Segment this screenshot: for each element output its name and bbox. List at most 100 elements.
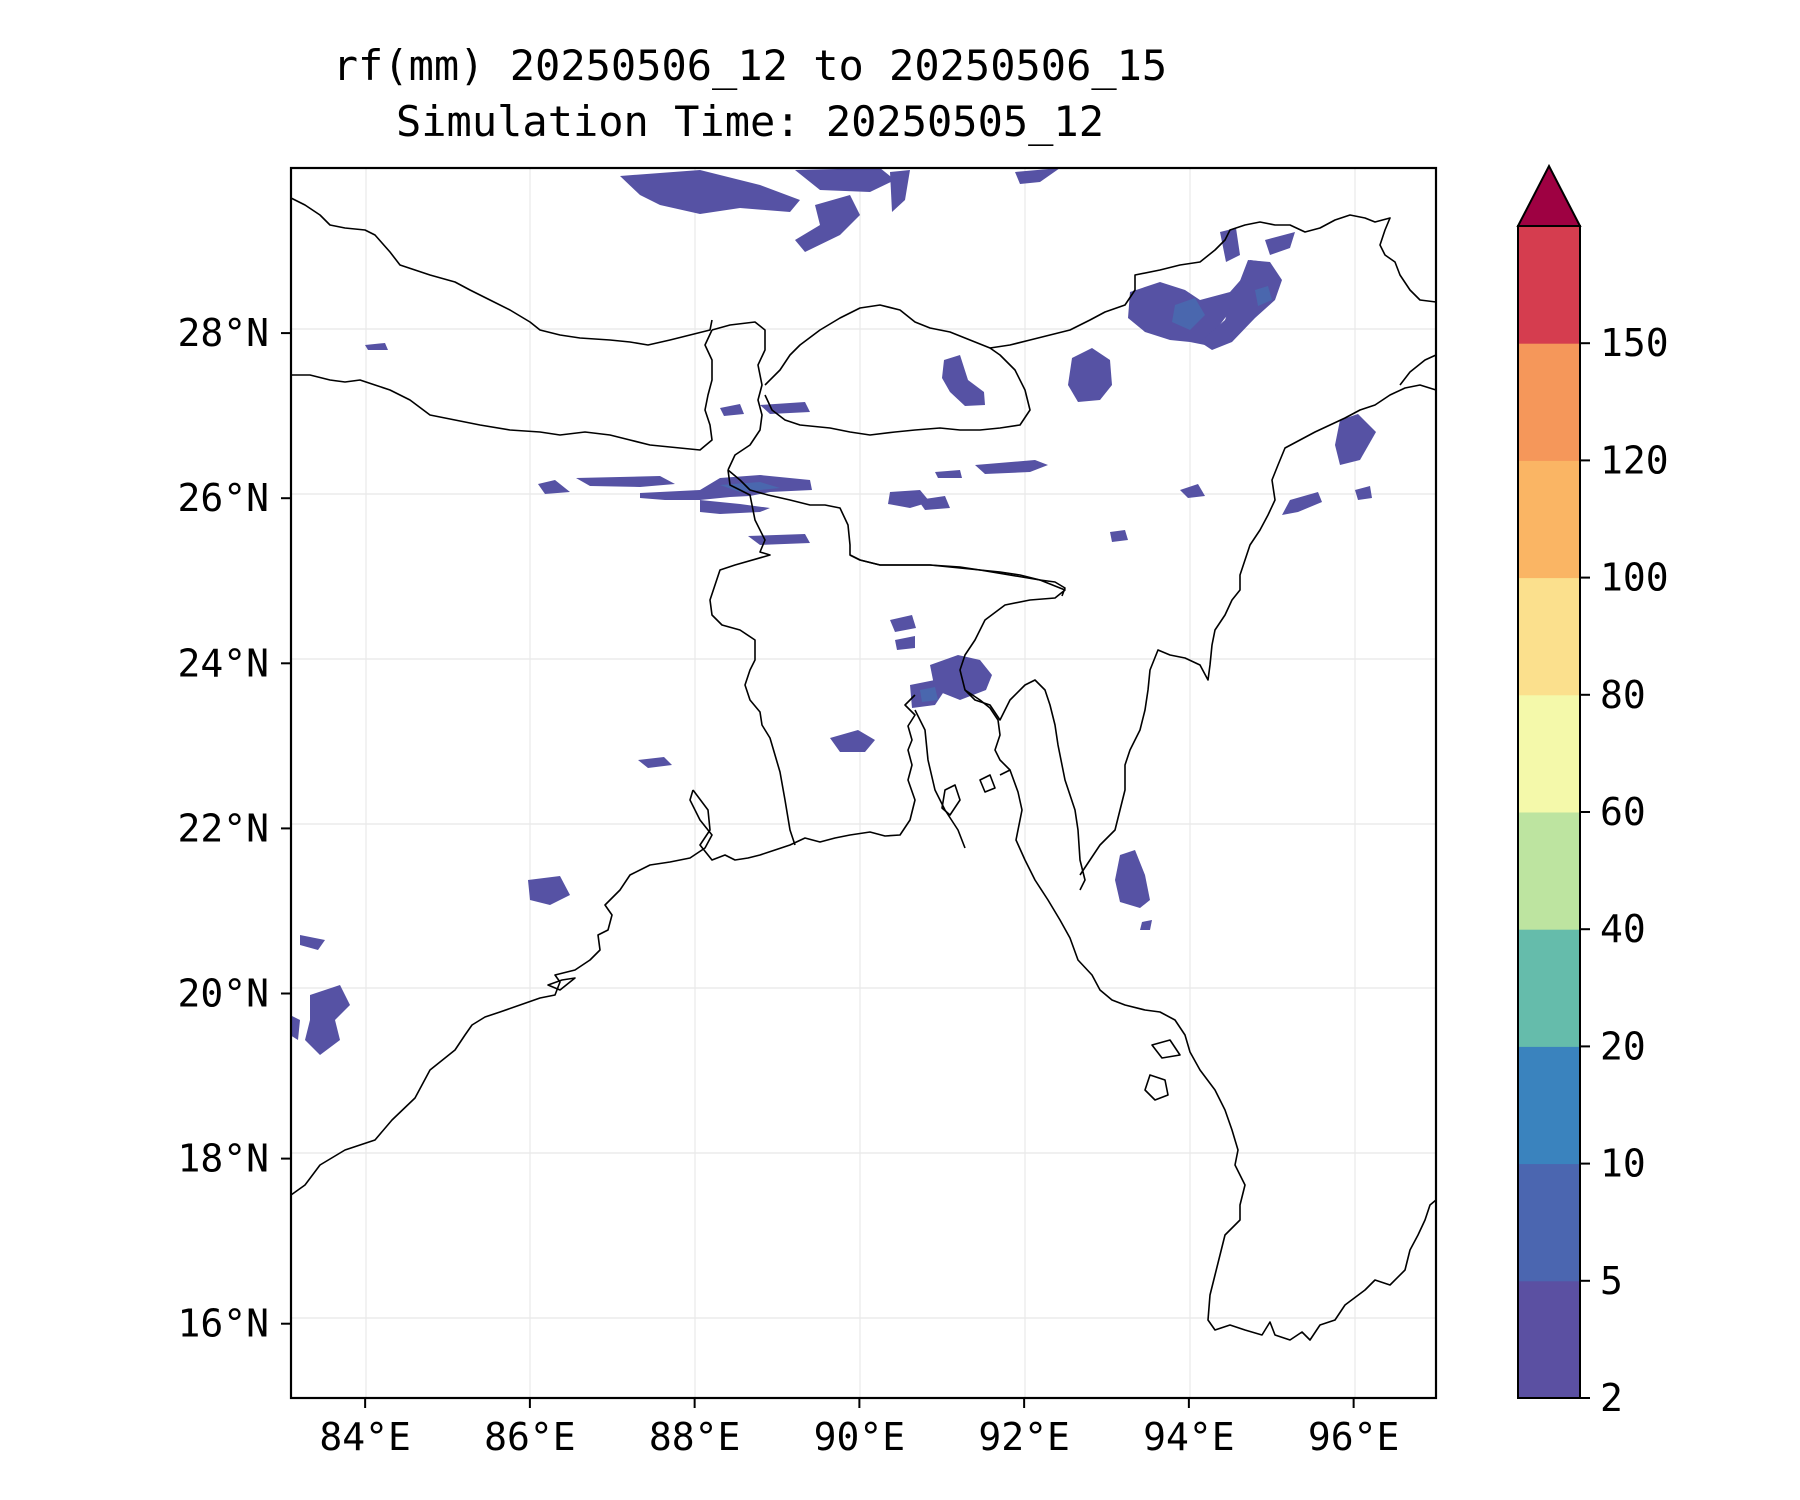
rain-patch-arunachal-5 (1265, 232, 1295, 255)
lon-tick-label: 96°E (1308, 1415, 1400, 1459)
rain-patch-nepal (365, 343, 388, 350)
rain-patch-west-bengal-south (638, 757, 672, 768)
rain-patch-meghalaya-2 (1180, 484, 1205, 498)
lat-tick-label: 22°N (177, 806, 269, 850)
border-bangladesh-east (964, 679, 1086, 891)
rain-patch-myanmar (1115, 850, 1150, 908)
rain-patch-tibet-north-4 (890, 170, 910, 212)
coastline-sundarbans (692, 694, 916, 861)
gridlines (291, 168, 1436, 1398)
rain-patch-tibet-north-3 (795, 195, 860, 252)
rain-patch-nagaland (1355, 486, 1372, 500)
colorbar-tick-label: 120 (1600, 438, 1669, 482)
rain-patch-bangladesh-north-2 (895, 636, 915, 650)
colorbar-segment (1518, 1163, 1580, 1282)
colorbar-tick-label: 20 (1600, 1024, 1646, 1068)
colorbar-tick-label: 2 (1600, 1376, 1623, 1420)
latitude-axis: 16°N 18°N 20°N 22°N 24°N 26°N 28°N (177, 311, 291, 1346)
rainfall-patches-heavier (720, 286, 1272, 702)
rain-patch-assam-mid (975, 460, 1048, 474)
rain-patch-arunachal-3 (1068, 348, 1112, 402)
colorbar-segment (1518, 694, 1580, 813)
chart-title: rf(mm) 20250506_12 to 20250506_15 Simula… (250, 38, 1250, 150)
colorbar-segment (1518, 343, 1580, 461)
colorbar: 2 5 10 20 40 60 80 100 120 150 (1516, 163, 1669, 1420)
border-bangladesh-north (849, 554, 1066, 771)
border-india-nepal (290, 197, 713, 346)
lat-tick-label: 24°N (177, 641, 269, 685)
map-frame (289, 166, 1438, 1400)
colorbar-tick-label: 40 (1600, 907, 1646, 951)
lon-tick-label: 86°E (484, 1415, 576, 1459)
rain-patch-bay-1 (528, 876, 570, 905)
coastline-bangladesh-delta (914, 709, 966, 849)
colorbar-tick-label: 60 (1600, 790, 1646, 834)
title-line-1: rf(mm) 20250506_12 to 20250506_15 (332, 41, 1168, 90)
border-india-myanmar (1079, 384, 1437, 876)
lat-tick-label: 16°N (177, 1302, 269, 1346)
lat-tick-label: 18°N (177, 1137, 269, 1181)
rain-patch-assam-mid-2 (935, 470, 962, 478)
rain-patch-sikkim-core (720, 482, 780, 492)
border-china-india-ne (989, 214, 1437, 349)
colorbar-tick-label: 150 (1600, 321, 1669, 365)
rainfall-patches (290, 168, 1376, 1055)
border-bhutan (764, 304, 1031, 436)
rain-patch-bihar (576, 476, 675, 487)
colorbar-segment (1518, 812, 1580, 930)
lat-tick-label: 20°N (177, 972, 269, 1016)
rain-patch-assam-west (888, 490, 930, 508)
colorbar-segment (1518, 1280, 1580, 1399)
lon-tick-label: 92°E (978, 1415, 1070, 1459)
rain-patch-arunachal-core-2 (1255, 286, 1272, 306)
colorbar-segment (1518, 226, 1580, 344)
rain-patch-sikkim-west (640, 475, 812, 500)
rain-patch-east-assam-2 (1282, 492, 1322, 515)
border-india-china-east (1399, 354, 1437, 386)
border-sikkim (711, 321, 766, 471)
rain-patch-odisha-3 (290, 1015, 300, 1040)
rain-patch-north-bengal (700, 500, 770, 514)
rain-patch-bangladesh-south (830, 730, 875, 752)
colorbar-tick-label: 80 (1600, 673, 1646, 717)
lon-tick-label: 94°E (1143, 1415, 1235, 1459)
rain-patch-myanmar-2 (1140, 920, 1152, 930)
colorbar-segment (1518, 1046, 1580, 1165)
rain-patch-bangladesh-north (890, 615, 916, 632)
coastline-rakhine-island-2 (1151, 1039, 1181, 1059)
rain-patch-bhutan-2 (760, 402, 810, 414)
colorbar-segment (1518, 577, 1580, 696)
lon-tick-label: 84°E (319, 1415, 411, 1459)
coastline-delta-island-2 (979, 774, 996, 793)
rain-patch-nepal-2 (720, 404, 744, 416)
rain-patch-meghalaya (1110, 530, 1128, 542)
rain-patch-assam-west-2 (918, 496, 950, 510)
rain-patch-tibet-north (620, 170, 800, 214)
rain-patch-odisha-2 (305, 985, 350, 1055)
rain-patch-east-assam (1335, 414, 1376, 465)
coastline-india-east-2 (547, 977, 576, 991)
coastlines-and-borders (290, 197, 1437, 1341)
rain-patch-odisha (300, 935, 325, 950)
rain-patch-arunachal-2 (1200, 260, 1282, 350)
rain-patch-bhutan (942, 355, 985, 406)
colorbar-extend-arrow (1516, 163, 1582, 227)
colorbar-segment (1518, 929, 1580, 1047)
rain-patch-arunachal-4 (1220, 228, 1240, 262)
coastline-rakhine-island (1144, 1074, 1169, 1101)
rain-patch-tibet-north-5 (1015, 168, 1060, 184)
colorbar-segment (1518, 460, 1580, 579)
lat-tick-label: 26°N (177, 476, 269, 520)
lon-tick-label: 90°E (814, 1415, 906, 1459)
rain-patch-bangladesh-core (920, 687, 938, 702)
rain-patch-bihar-2 (538, 480, 570, 494)
coastline-india-east (290, 789, 713, 1196)
longitude-axis: 84°E 86°E 88°E 90°E 92°E 94°E 96°E (319, 1398, 1399, 1459)
coastline-myanmar-west (999, 769, 1437, 1341)
border-nepal-south (291, 329, 713, 451)
colorbar-tick-label: 10 (1600, 1142, 1646, 1186)
lat-tick-label: 28°N (177, 311, 269, 355)
colorbar-tick-label: 5 (1600, 1259, 1623, 1303)
title-line-2: Simulation Time: 20250505_12 (395, 97, 1104, 146)
